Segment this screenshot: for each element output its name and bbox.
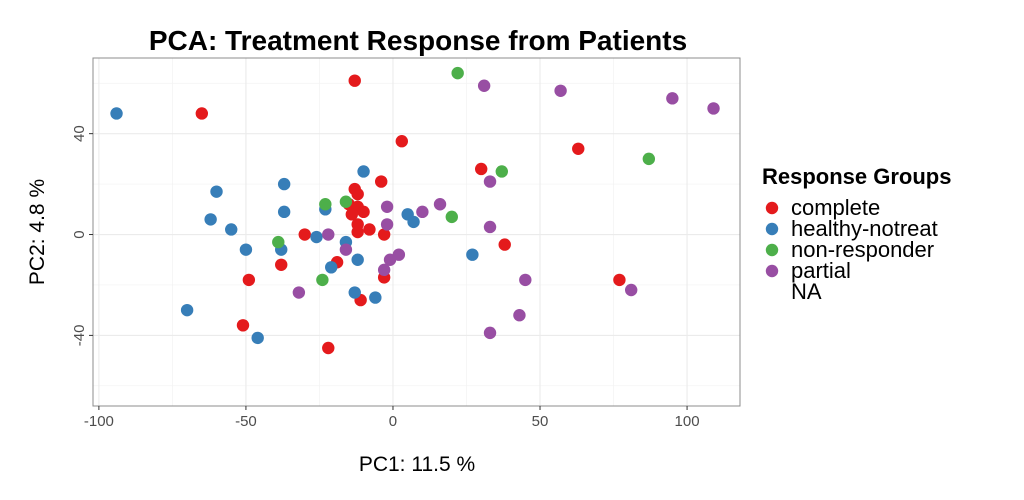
legend-label-complete: complete: [791, 195, 880, 220]
data-points: [110, 66, 720, 355]
point-complete: [242, 273, 256, 287]
legend-label-healthy-notreat: healthy-notreat: [791, 216, 938, 241]
point-complete: [195, 107, 209, 120]
legend: Response Groups completehealthy-notreatn…: [762, 164, 951, 304]
point-healthy-notreat: [407, 215, 420, 229]
point-complete: [395, 135, 408, 148]
point-partial: [377, 263, 391, 277]
point-complete: [363, 223, 376, 236]
point-complete: [236, 319, 250, 332]
point-partial: [477, 79, 491, 92]
point-complete: [357, 205, 370, 219]
point-healthy-notreat: [204, 213, 217, 226]
point-complete: [377, 228, 391, 241]
plot-border: [92, 57, 741, 407]
point-healthy-notreat: [310, 230, 323, 244]
y-axis-title: PC2: 4.8 %: [26, 179, 49, 285]
legend-key-partial: [765, 264, 779, 278]
x-tick-label: 0: [389, 413, 397, 430]
y-tick-label: 40: [71, 125, 88, 142]
point-complete: [475, 162, 488, 176]
x-tick-label: -50: [235, 413, 257, 430]
x-tick-label: 50: [532, 413, 549, 430]
point-complete: [613, 273, 626, 287]
point-healthy-notreat: [466, 248, 479, 261]
point-healthy-notreat: [210, 185, 223, 198]
point-partial: [707, 102, 720, 115]
chart-title: PCA: Treatment Response from Patients: [149, 25, 687, 56]
point-partial: [483, 175, 497, 188]
point-healthy-notreat: [277, 177, 291, 191]
point-partial: [513, 309, 526, 322]
point-non-responder: [451, 66, 464, 80]
point-partial: [380, 200, 394, 213]
point-partial: [666, 92, 679, 105]
point-complete: [322, 341, 335, 355]
legend-label-non-responder: non-responder: [791, 237, 934, 262]
point-healthy-notreat: [225, 223, 238, 236]
point-healthy-notreat: [239, 243, 253, 256]
point-partial: [519, 273, 532, 287]
point-complete: [275, 258, 288, 271]
grid-lines: [93, 58, 740, 406]
point-complete: [351, 225, 364, 239]
point-healthy-notreat: [325, 261, 338, 274]
legend-label-NA: NA: [791, 279, 822, 304]
x-tick-label: -100: [84, 413, 114, 430]
x-tick-label: 100: [675, 413, 700, 430]
point-partial: [416, 205, 429, 219]
point-complete: [348, 74, 361, 87]
point-partial: [322, 228, 335, 241]
point-partial: [383, 253, 397, 266]
y-tick-label: -40: [71, 325, 88, 347]
point-healthy-notreat: [251, 331, 264, 345]
point-healthy-notreat: [110, 107, 123, 120]
y-tick-label: 0: [71, 230, 88, 238]
point-non-responder: [319, 198, 332, 211]
x-axis-title: PC1: 11.5 %: [359, 453, 475, 476]
legend-key-complete: [765, 201, 779, 215]
point-complete: [375, 175, 388, 188]
point-non-responder: [642, 152, 656, 166]
point-healthy-notreat: [277, 205, 291, 219]
point-partial: [483, 326, 497, 340]
y-axis-ticks: -40 0 40: [71, 125, 93, 346]
legend-title: Response Groups: [762, 164, 951, 189]
point-non-responder: [445, 210, 458, 224]
point-non-responder: [495, 165, 508, 178]
point-partial: [483, 220, 497, 234]
point-complete: [345, 208, 358, 221]
point-non-responder: [316, 273, 329, 287]
point-non-responder: [339, 195, 353, 208]
point-healthy-notreat: [180, 303, 194, 317]
point-healthy-notreat: [348, 286, 361, 299]
point-partial: [292, 286, 306, 299]
point-partial: [554, 84, 567, 97]
point-non-responder: [272, 235, 285, 249]
plot-panel: [93, 58, 740, 406]
legend-key-non-responder: [765, 243, 779, 257]
point-healthy-notreat: [351, 253, 364, 266]
point-complete: [498, 238, 511, 251]
point-partial: [339, 243, 353, 256]
point-healthy-notreat: [357, 165, 370, 178]
legend-key-healthy-notreat: [765, 222, 779, 236]
point-healthy-notreat: [369, 291, 382, 304]
point-partial: [433, 198, 447, 211]
point-complete: [572, 142, 585, 155]
x-axis-ticks: -100 -50 0 50 100: [84, 406, 700, 430]
point-partial: [624, 283, 638, 297]
point-complete: [351, 187, 364, 201]
point-complete: [298, 228, 311, 241]
point-partial: [380, 218, 394, 231]
legend-label-partial: partial: [791, 258, 851, 283]
